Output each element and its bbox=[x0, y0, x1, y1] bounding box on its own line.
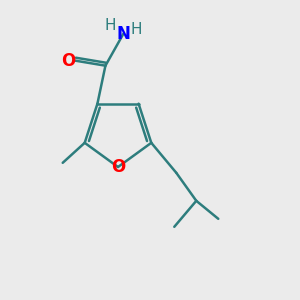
Text: O: O bbox=[61, 52, 76, 70]
Text: O: O bbox=[111, 158, 125, 176]
Text: H: H bbox=[105, 18, 116, 33]
Text: N: N bbox=[116, 25, 130, 43]
Text: H: H bbox=[131, 22, 142, 37]
